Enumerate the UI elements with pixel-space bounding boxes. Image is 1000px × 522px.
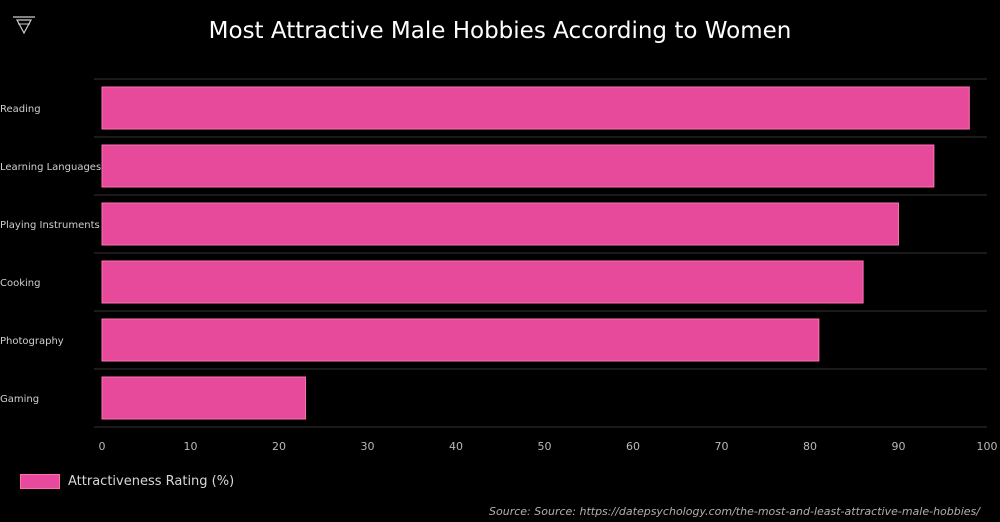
category-label: Photography (0, 336, 64, 347)
bar-reading (101, 86, 970, 130)
chart-title: Most Attractive Male Hobbies According t… (208, 18, 792, 44)
x-tick-label: 50 (538, 440, 552, 453)
category-label: Playing Instruments (0, 220, 100, 231)
bar-learning-languages (101, 144, 935, 188)
x-tick-label: 20 (272, 440, 286, 453)
legend-swatch (20, 474, 60, 489)
category-label: Gaming (0, 394, 39, 405)
logo-icon (13, 16, 35, 35)
x-tick-label: 60 (626, 440, 640, 453)
bar-photography (101, 318, 820, 362)
bar-cooking (101, 260, 864, 304)
source-note: Source: Source: https://datepsychology.c… (489, 505, 980, 518)
x-tick-label: 0 (99, 440, 106, 453)
x-tick-label: 70 (715, 440, 729, 453)
x-tick-label: 100 (977, 440, 998, 453)
x-tick-label: 40 (449, 440, 463, 453)
category-label: Cooking (0, 278, 40, 289)
bar-playing-instruments (101, 202, 899, 246)
x-tick-label: 90 (892, 440, 906, 453)
legend-label: Attractiveness Rating (%) (68, 474, 235, 489)
category-label: Reading (0, 104, 41, 115)
category-label: Learning Languages (0, 162, 101, 173)
bar-chart: Reading Learning Languages Playing Instrum… (0, 78, 998, 453)
x-tick-label: 80 (803, 440, 817, 453)
legend[interactable]: Attractiveness Rating (%) (20, 474, 234, 489)
x-tick-label: 30 (361, 440, 375, 453)
x-tick-label: 10 (184, 440, 198, 453)
bar-gaming (101, 376, 307, 420)
